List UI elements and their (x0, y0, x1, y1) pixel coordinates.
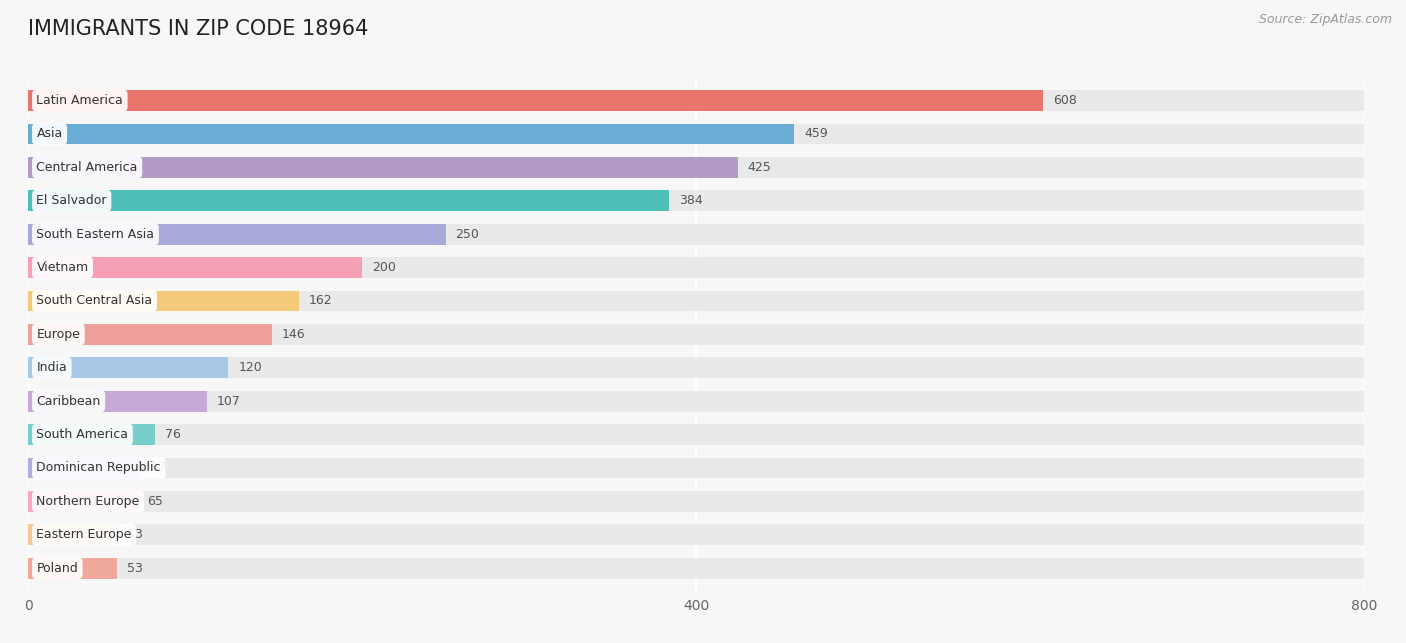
Bar (28, 123, 794, 144)
Bar (28, 157, 1364, 177)
Text: Vietnam: Vietnam (37, 261, 89, 274)
Bar (28, 391, 207, 412)
Bar (28, 525, 117, 545)
Bar (28, 558, 1364, 579)
Text: Poland: Poland (37, 562, 79, 575)
Text: Latin America: Latin America (37, 94, 124, 107)
Text: 200: 200 (373, 261, 396, 274)
Text: 67: 67 (150, 462, 166, 475)
Bar (28, 224, 1364, 244)
Text: 107: 107 (217, 395, 240, 408)
Text: 76: 76 (165, 428, 181, 441)
Text: Source: ZipAtlas.com: Source: ZipAtlas.com (1258, 13, 1392, 26)
Bar (28, 358, 1364, 378)
Bar (28, 491, 1364, 512)
Text: 146: 146 (281, 328, 305, 341)
Text: South Eastern Asia: South Eastern Asia (37, 228, 155, 240)
Bar (28, 257, 1364, 278)
Bar (28, 90, 1364, 111)
Bar (28, 424, 155, 445)
Text: 608: 608 (1053, 94, 1077, 107)
Bar (28, 424, 1364, 445)
Bar (28, 224, 446, 244)
Text: Central America: Central America (37, 161, 138, 174)
Text: IMMIGRANTS IN ZIP CODE 18964: IMMIGRANTS IN ZIP CODE 18964 (28, 19, 368, 39)
Text: 250: 250 (456, 228, 479, 240)
Bar (28, 123, 1364, 144)
Bar (28, 358, 229, 378)
Bar (28, 491, 136, 512)
Text: Dominican Republic: Dominican Republic (37, 462, 160, 475)
Bar (28, 525, 1364, 545)
Text: Asia: Asia (37, 127, 63, 140)
Text: 162: 162 (309, 294, 332, 307)
Text: India: India (37, 361, 67, 374)
Text: 120: 120 (239, 361, 263, 374)
Text: Eastern Europe: Eastern Europe (37, 529, 132, 541)
Bar (28, 291, 1364, 311)
Text: South America: South America (37, 428, 128, 441)
Bar (28, 190, 669, 211)
Bar (28, 190, 1364, 211)
Text: 425: 425 (748, 161, 772, 174)
Text: 65: 65 (146, 495, 163, 508)
Bar (28, 324, 1364, 345)
Bar (28, 324, 271, 345)
Bar (28, 558, 117, 579)
Bar (28, 458, 141, 478)
Text: 384: 384 (679, 194, 703, 207)
Bar (28, 157, 738, 177)
Bar (28, 291, 298, 311)
Text: 53: 53 (127, 529, 142, 541)
Bar (28, 90, 1043, 111)
Text: South Central Asia: South Central Asia (37, 294, 153, 307)
Text: 459: 459 (804, 127, 828, 140)
Text: Northern Europe: Northern Europe (37, 495, 139, 508)
Bar (28, 391, 1364, 412)
Bar (28, 257, 363, 278)
Text: 53: 53 (127, 562, 142, 575)
Bar (28, 458, 1364, 478)
Text: Caribbean: Caribbean (37, 395, 101, 408)
Text: Europe: Europe (37, 328, 80, 341)
Text: El Salvador: El Salvador (37, 194, 107, 207)
